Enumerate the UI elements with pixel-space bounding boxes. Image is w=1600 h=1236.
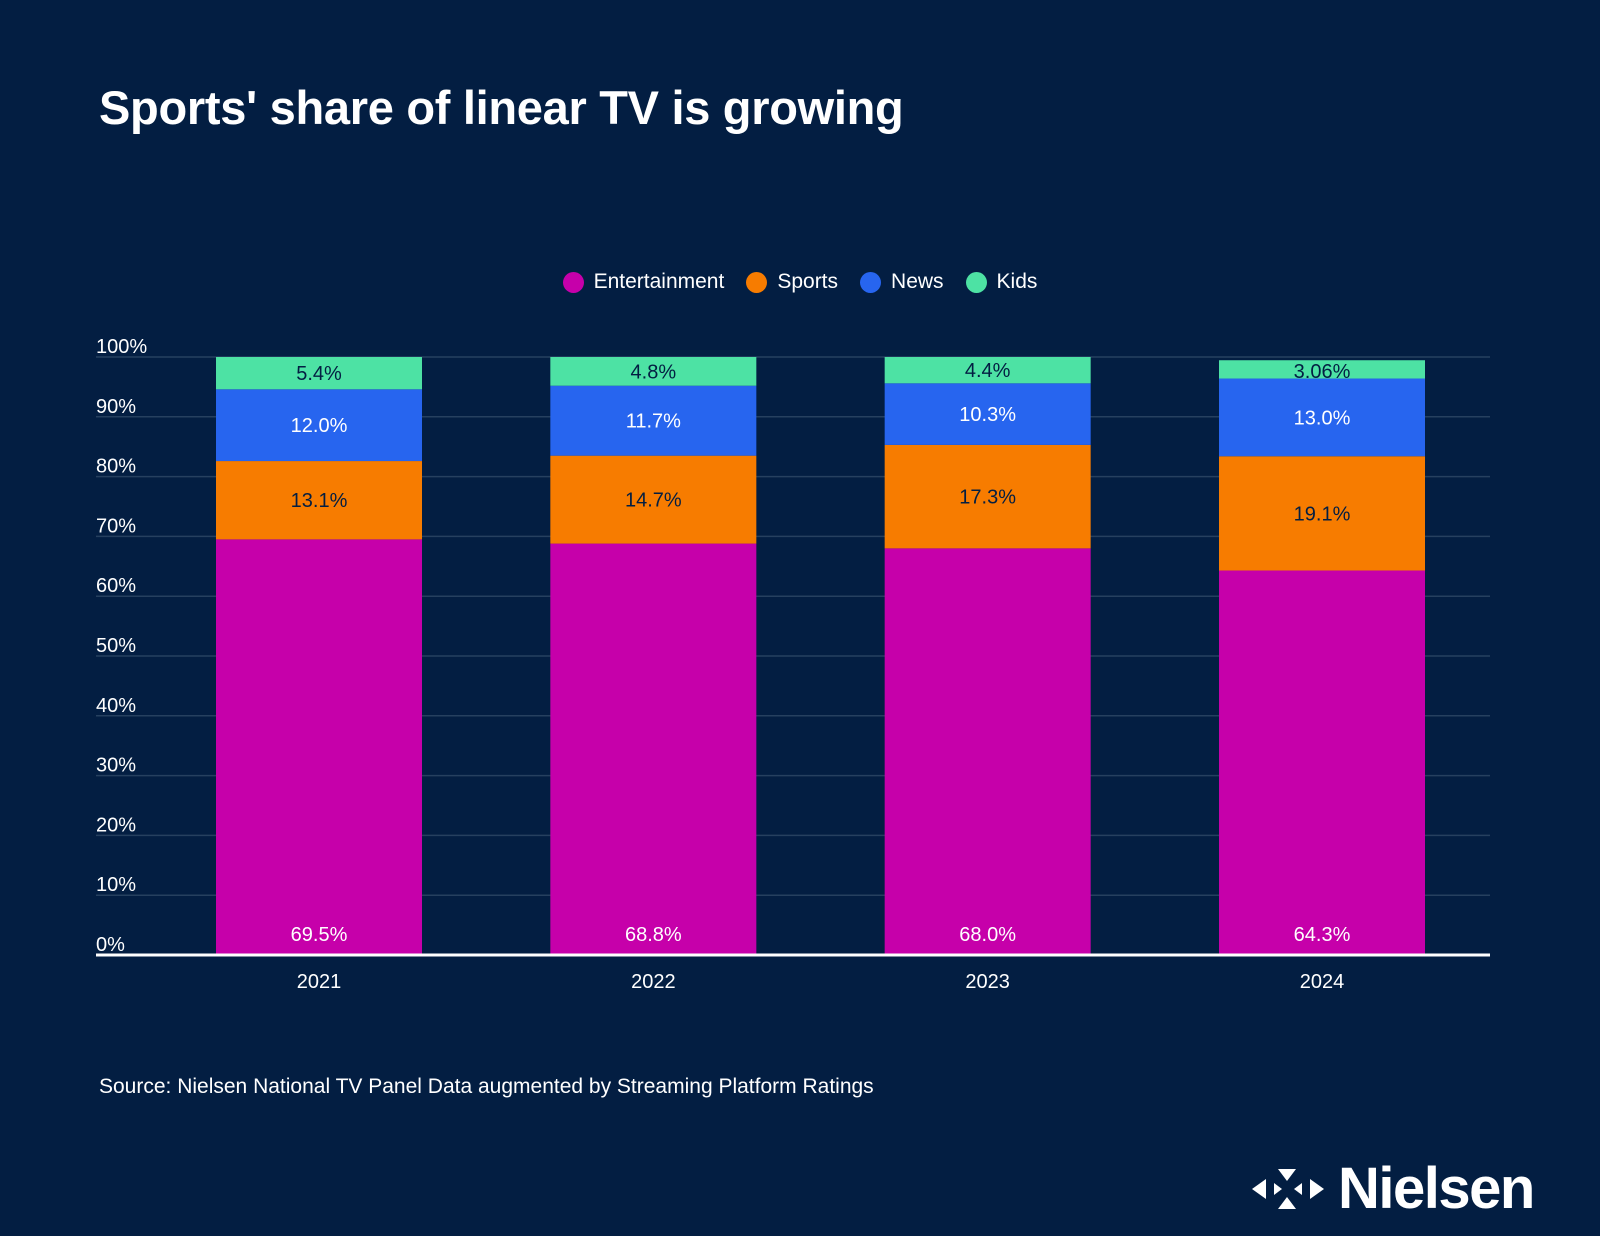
data-label-sports: 14.7% xyxy=(625,490,682,512)
bar-segment-entertainment-2023 xyxy=(884,548,1091,955)
bar-segment-news-2024 xyxy=(1219,378,1425,457)
legend-label: Entertainment xyxy=(593,270,725,293)
data-label-news: 13.0% xyxy=(1294,407,1351,429)
data-label-kids: 5.4% xyxy=(296,363,342,385)
bar-segment-sports-2023 xyxy=(884,444,1091,549)
x-tick-label: 2021 xyxy=(297,971,342,993)
legend-item-sports[interactable]: Sports xyxy=(746,270,838,294)
source-note: Source: Nielsen National TV Panel Data a… xyxy=(99,1075,874,1098)
data-label-sports: 13.1% xyxy=(291,490,348,512)
nielsen-logo: Nielsen xyxy=(1252,1156,1535,1221)
data-label-news: 12.0% xyxy=(291,415,348,437)
data-label-sports: 17.3% xyxy=(959,487,1016,509)
y-tick-label: 80% xyxy=(96,456,136,478)
bar-segment-entertainment-2024 xyxy=(1219,570,1425,955)
data-label-kids: 4.8% xyxy=(631,361,677,383)
legend-label: Sports xyxy=(777,270,839,293)
bar-segment-kids-2022 xyxy=(550,357,757,386)
data-label-entertainment: 68.8% xyxy=(625,924,682,946)
legend-swatch xyxy=(965,271,987,293)
legend-item-kids[interactable]: Kids xyxy=(965,270,1038,294)
y-tick-label: 50% xyxy=(96,635,136,657)
data-label-sports: 19.1% xyxy=(1294,503,1351,525)
y-tick-label: 20% xyxy=(96,814,136,836)
bar-segment-sports-2021 xyxy=(216,461,422,540)
x-tick-label: 2024 xyxy=(1300,971,1345,993)
bar-segment-news-2021 xyxy=(216,389,422,462)
bar-segment-sports-2022 xyxy=(550,455,757,544)
chart-legend: Entertainment Sports News Kids xyxy=(0,270,1600,294)
y-tick-label: 90% xyxy=(96,396,136,418)
y-tick-label: 70% xyxy=(96,515,136,537)
legend-swatch xyxy=(746,271,768,293)
data-label-kids: 3.06% xyxy=(1294,361,1351,383)
y-tick-label: 100% xyxy=(96,336,147,358)
bar-segment-news-2023 xyxy=(884,383,1091,445)
legend-item-entertainment[interactable]: Entertainment xyxy=(562,270,725,294)
y-tick-label: 0% xyxy=(96,934,125,956)
data-label-news: 11.7% xyxy=(626,411,681,433)
data-label-news: 10.3% xyxy=(959,404,1016,426)
bar-segment-entertainment-2022 xyxy=(550,543,757,955)
data-label-kids: 4.4% xyxy=(965,360,1011,382)
y-tick-label: 10% xyxy=(96,874,136,896)
bar-segment-sports-2024 xyxy=(1219,456,1425,571)
y-tick-label: 30% xyxy=(96,755,136,777)
bar-segment-entertainment-2021 xyxy=(216,539,422,955)
y-tick-label: 40% xyxy=(96,695,136,717)
y-tick-label: 60% xyxy=(96,575,136,597)
data-label-entertainment: 68.0% xyxy=(959,924,1016,946)
data-label-entertainment: 64.3% xyxy=(1294,924,1351,946)
legend-swatch xyxy=(860,271,882,293)
legend-label: News xyxy=(891,270,944,293)
bar-segment-kids-2021 xyxy=(216,357,422,390)
legend-label: Kids xyxy=(996,270,1038,293)
nielsen-arrows-icon xyxy=(1252,1169,1324,1209)
legend-item-news[interactable]: News xyxy=(860,270,944,294)
bar-segment-kids-2023 xyxy=(884,357,1091,384)
bar-segment-kids-2024 xyxy=(1219,360,1425,379)
x-tick-label: 2023 xyxy=(965,971,1010,993)
logo-text: Nielsen xyxy=(1338,1156,1535,1221)
chart-title: Sports' share of linear TV is growing xyxy=(99,81,904,134)
data-label-entertainment: 69.5% xyxy=(291,924,348,946)
x-tick-label: 2022 xyxy=(631,971,676,993)
bar-segment-news-2022 xyxy=(550,385,757,456)
legend-swatch xyxy=(562,271,584,293)
